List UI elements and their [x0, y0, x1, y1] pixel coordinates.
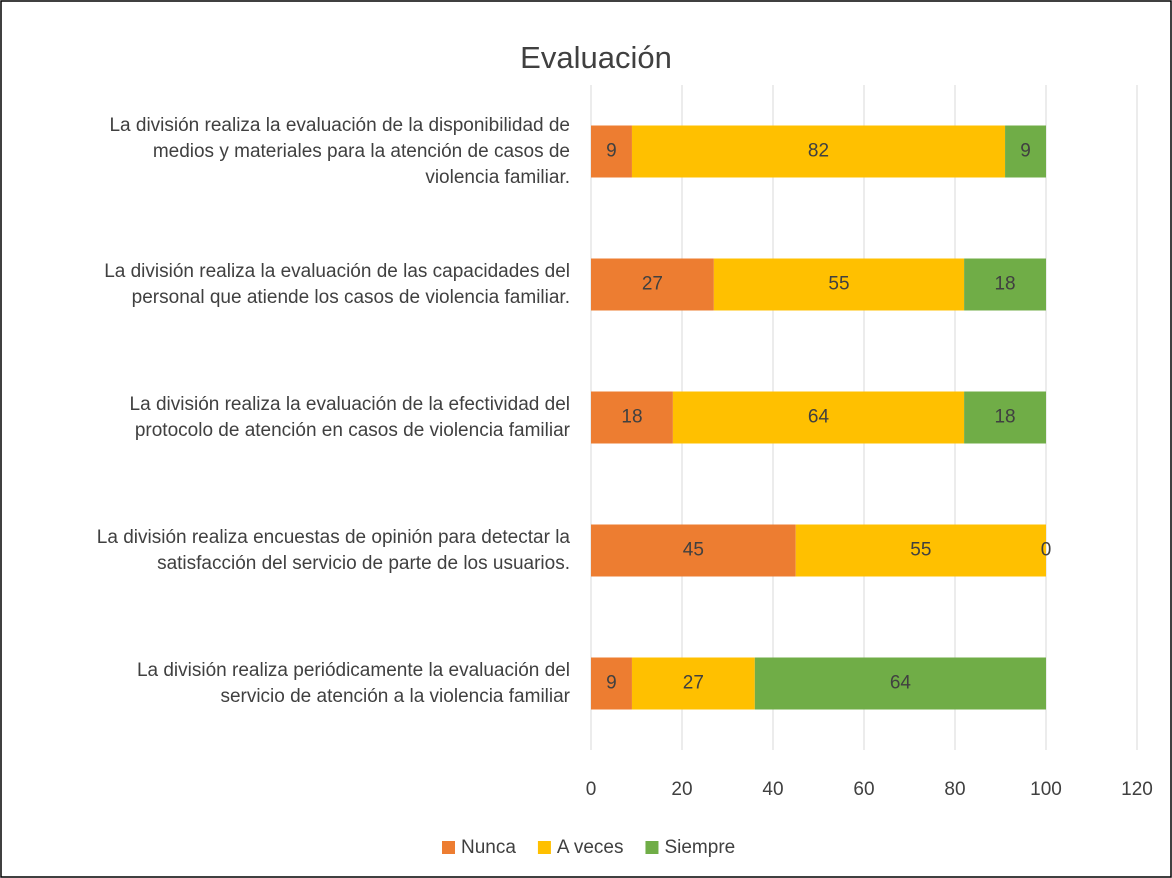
bar-segment — [591, 391, 673, 444]
data-label: 64 — [890, 673, 912, 694]
bar-segment — [1005, 125, 1046, 178]
bar-segment — [631, 657, 755, 710]
x-tick-label: 60 — [853, 779, 874, 800]
y-tick-label: La división realiza periódicamente la ev… — [136, 659, 570, 707]
bar-segment — [591, 657, 632, 710]
y-tick-label: La división realiza la evaluación de la … — [129, 393, 570, 441]
data-label: 45 — [683, 540, 704, 561]
data-label: 9 — [606, 141, 617, 162]
x-tick-label: 0 — [586, 779, 597, 800]
data-label: 18 — [621, 407, 642, 428]
data-label: 9 — [606, 673, 617, 694]
bar-segment — [591, 524, 796, 577]
legend-swatch — [442, 841, 455, 854]
bar-segment — [591, 125, 632, 178]
legend-swatch — [537, 841, 551, 854]
legend-swatch — [645, 841, 659, 854]
bar-segment — [754, 657, 1046, 710]
data-label: 64 — [808, 407, 830, 428]
bar-segment — [631, 125, 1006, 178]
y-tick-label: La división realiza la evaluación de las… — [104, 260, 570, 308]
data-label: 0 — [1041, 540, 1052, 561]
data-label: 27 — [683, 673, 704, 694]
data-label: 9 — [1020, 141, 1031, 162]
data-label: 55 — [828, 274, 849, 295]
data-label: 82 — [808, 141, 829, 162]
data-label: 18 — [994, 407, 1015, 428]
chart-title: Evaluación — [520, 40, 672, 75]
bar-segment — [672, 391, 965, 444]
data-label: 55 — [910, 540, 931, 561]
x-tick-label: 100 — [1030, 779, 1062, 800]
bar-segment — [591, 258, 714, 311]
legend-label: Nunca — [461, 837, 516, 858]
legend-label: A veces — [557, 837, 624, 858]
data-label: 18 — [994, 274, 1015, 295]
bar-segment — [964, 258, 1046, 311]
x-tick-label: 40 — [762, 779, 783, 800]
bar-segment — [795, 524, 1046, 577]
data-label: 27 — [642, 274, 663, 295]
legend-label: Siempre — [664, 837, 735, 858]
x-tick-label: 120 — [1121, 779, 1153, 800]
bar-segment — [713, 258, 965, 311]
y-tick-label: La división realiza la evaluación de la … — [109, 114, 570, 188]
x-tick-label: 20 — [671, 779, 692, 800]
y-tick-label: La división realiza encuestas de opinión… — [96, 526, 570, 574]
bar-segment — [964, 391, 1046, 444]
x-tick-label: 80 — [944, 779, 965, 800]
